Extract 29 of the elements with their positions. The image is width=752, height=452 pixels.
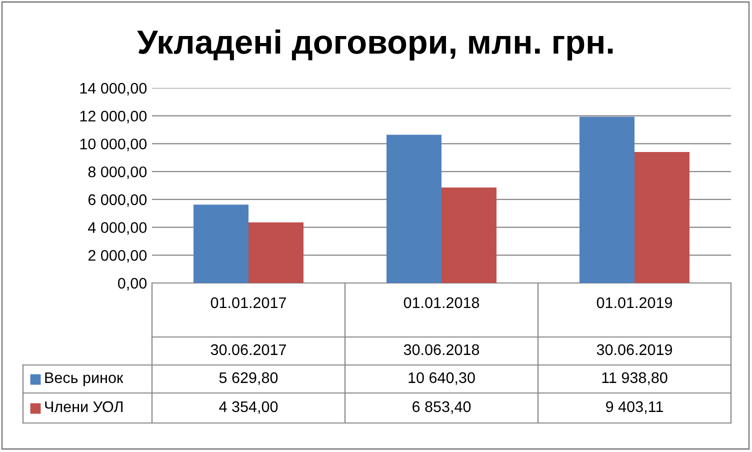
legend-label: Члени УОЛ [45,401,122,412]
bar [634,152,690,283]
data-label: 5 629,80 [219,372,278,385]
y-tick-label: 6 000,00 [88,194,147,207]
bar [193,204,248,283]
y-tick-label: 12 000,00 [80,110,147,124]
y-tick-label: 8 000,00 [88,166,147,180]
data-label: 11 938,80 [602,372,668,385]
y-tick-label: 0,00 [118,278,147,290]
data-label: 6 853,40 [412,401,471,414]
y-tick-label: 4 000,00 [88,222,147,235]
text: 30.06.2017 [210,344,286,356]
bar [386,134,442,283]
y-tick-label: 10 000,00 [80,138,147,152]
text: 30.06.2018 [404,344,480,356]
text: 30.06.2019 [596,344,672,356]
data-label: 9 403,11 [606,401,663,414]
chart-title: Укладені договори, млн. грн. [137,29,613,61]
x-tick-label: 01.01.2017 [210,297,286,308]
x-tick-label: 01.01.2019 [596,297,672,308]
x-tick-label: 01.01.2018 [404,297,480,308]
bar [248,222,304,283]
y-tick-label: 2 000,00 [88,250,147,263]
data-label: 4 354,00 [219,401,278,414]
bar [579,116,634,283]
data-label: 10 640,30 [408,372,475,385]
legend-label: Весь ринок [45,372,124,386]
y-tick-label: 14 000,00 [80,82,147,96]
bar [442,188,497,283]
